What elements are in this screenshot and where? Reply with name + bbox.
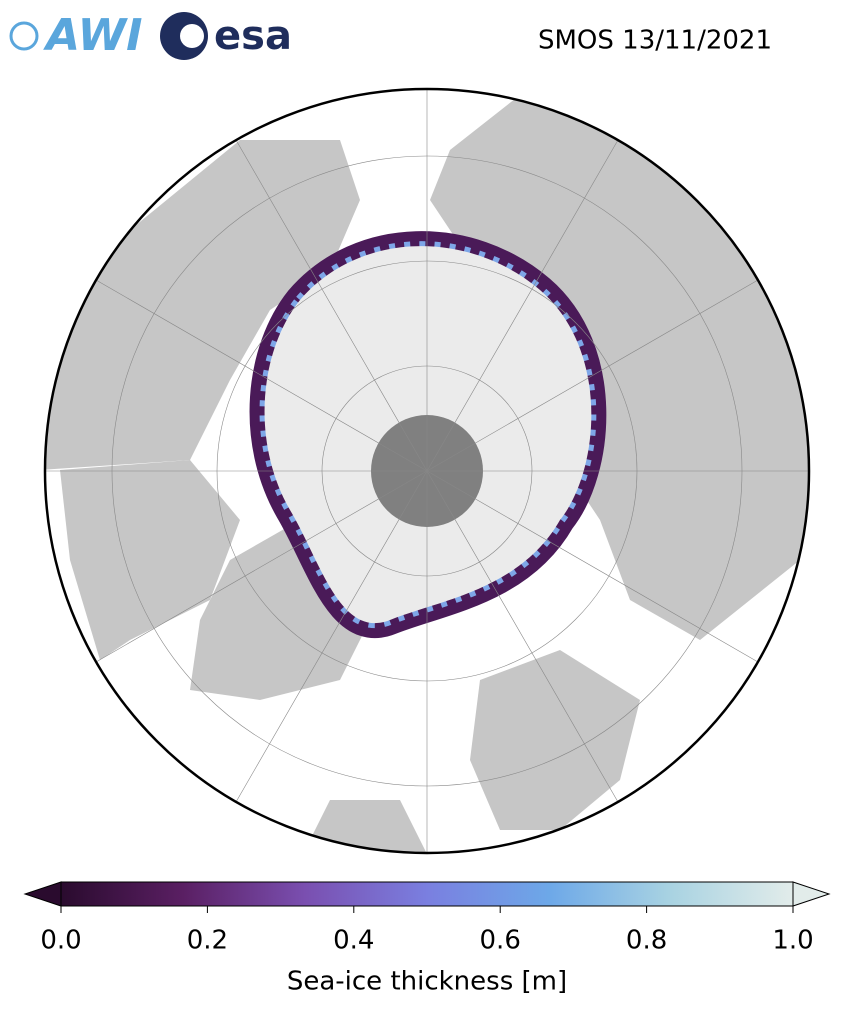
title: SMOS 13/11/2021 (538, 26, 772, 56)
colorbar-label: Sea-ice thickness [m] (287, 967, 567, 997)
map (45, 89, 809, 853)
colorbar-tick-label: 0.8 (626, 926, 667, 956)
colorbar-tick-label: 0.6 (480, 926, 521, 956)
colorbar-tick-label: 0.0 (40, 926, 81, 956)
logo-text: esa (214, 13, 292, 59)
colorbar: Sea-ice thickness [m] 0.0 0.2 0.4 0.6 0.8 1.0 (23, 881, 831, 997)
map-border (43, 87, 811, 855)
colorbar-tick-label: 1.0 (772, 926, 813, 956)
graticule (45, 89, 809, 853)
awi-logo: AWI (9, 10, 143, 61)
logo-text: AWI (43, 10, 143, 61)
colorbar-tick-label: 0.2 (187, 926, 228, 956)
colorbar-tick-label: 0.4 (333, 926, 374, 956)
land (45, 95, 809, 853)
esa-logo: esa (160, 12, 292, 60)
colorbar-ramp (60, 881, 794, 907)
